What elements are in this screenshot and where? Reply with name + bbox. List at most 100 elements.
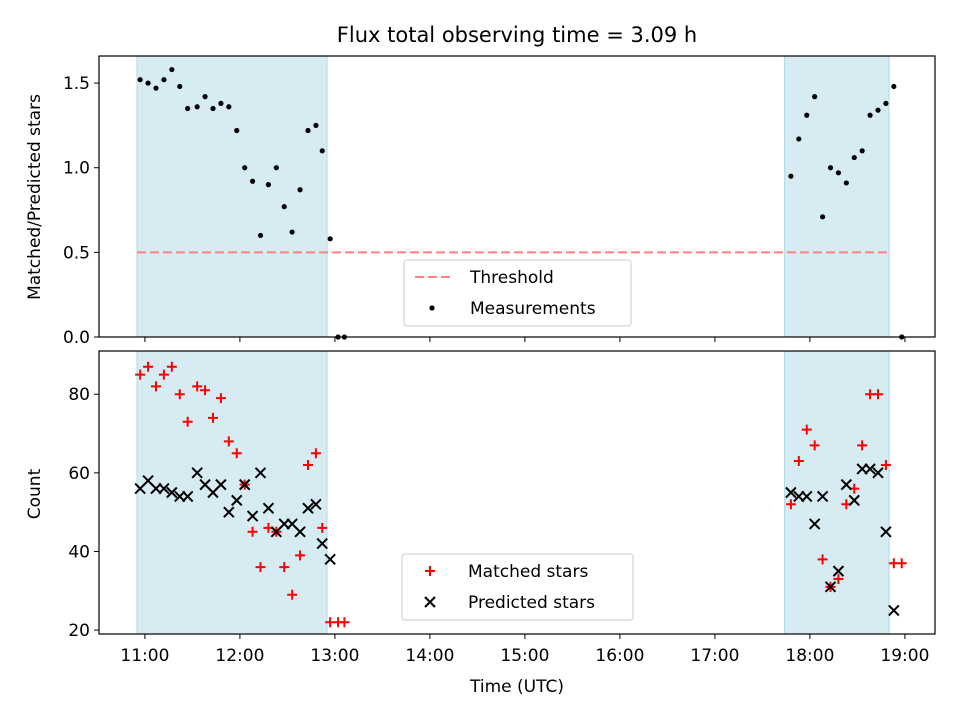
predicted-star-point — [166, 486, 178, 499]
measurement-point — [242, 165, 248, 171]
matched-star-point — [896, 558, 907, 569]
matched-star-point — [135, 369, 146, 380]
measurement-point — [169, 66, 175, 73]
measurement-point — [319, 148, 325, 154]
legend-label: Matched stars — [468, 562, 588, 582]
y-tick-label: 40 — [68, 542, 90, 562]
legend: Matched stars Predicted stars — [401, 553, 634, 621]
measurement-point — [265, 182, 272, 188]
measurement-point — [835, 170, 842, 176]
y-tick-label: 20 — [68, 621, 90, 641]
measurement-point — [804, 112, 810, 118]
predicted-star-point — [785, 486, 797, 499]
measurement-point — [249, 178, 256, 184]
predicted-star-point — [324, 553, 336, 566]
y-tick-label: 1.5 — [63, 74, 90, 94]
shaded-interval — [136, 350, 328, 635]
measurement-point — [788, 173, 794, 179]
measurement-point — [819, 214, 826, 220]
measurement-point — [257, 232, 264, 239]
y-axis-label-top: Matched/Predicted stars — [25, 94, 45, 300]
legend-label: Measurements — [470, 299, 596, 319]
matched-star-point — [231, 448, 242, 459]
x-tick-label: 16:00 — [595, 646, 644, 666]
measurement-point — [305, 127, 311, 134]
matched-star-point — [317, 522, 328, 533]
matched-star-point — [166, 361, 177, 372]
predicted-star-point — [801, 490, 813, 503]
legend-matched-swatch — [425, 566, 435, 576]
matched-star-point — [295, 550, 306, 561]
shaded-interval — [136, 55, 328, 338]
predicted-star-point — [223, 506, 235, 518]
measurement-point — [859, 148, 865, 154]
matched-star-point — [303, 459, 313, 470]
matched-star-point — [182, 416, 193, 427]
predicted-star-point — [246, 510, 259, 522]
y-tick-label: 1.0 — [63, 159, 90, 179]
matched-star-point — [200, 385, 211, 396]
measurement-point — [812, 94, 818, 100]
legend-frame — [403, 259, 632, 327]
matched-star-point — [833, 573, 844, 584]
matched-star-point — [873, 389, 883, 400]
measurement-point — [185, 105, 191, 112]
x-tick-label: 11:00 — [120, 646, 169, 666]
y-tick-label: 0.0 — [63, 328, 90, 348]
matched-star-point — [287, 589, 298, 600]
predicted-star-point — [840, 478, 853, 491]
matched-star-point — [223, 436, 234, 447]
matched-star-point — [310, 448, 321, 459]
measurement-point — [875, 107, 881, 113]
matched-star-point — [785, 499, 796, 510]
predicted-star-point — [215, 478, 227, 491]
matched-star-point — [279, 562, 290, 573]
predicted-star-point — [864, 463, 876, 475]
axes-frame — [98, 350, 936, 635]
measurement-point — [867, 112, 873, 118]
shaded-interval — [784, 55, 890, 338]
y-tick-label: 80 — [68, 385, 90, 405]
x-tick-label: 13:00 — [310, 646, 359, 666]
predicted-star-point — [832, 565, 845, 577]
predicted-star-point — [158, 482, 170, 495]
predicted-star-point — [816, 490, 829, 503]
x-tick-label: 18:00 — [785, 646, 834, 666]
predicted-star-point — [880, 526, 892, 538]
measurement-point — [210, 105, 216, 112]
x-tick-label: 17:00 — [690, 646, 739, 666]
predicted-star-point — [872, 467, 884, 479]
measurement-point — [177, 83, 183, 90]
legend-measurement-swatch — [429, 305, 435, 311]
matched-star-point — [793, 456, 804, 467]
predicted-star-point — [294, 526, 306, 538]
measurement-point — [202, 94, 208, 100]
matched-star-point — [880, 459, 891, 470]
panel-count: 20 40 60 80 11:00 12:00 13:00 14:00 15:00 16:00 17… — [68, 350, 936, 666]
axes-frame — [98, 55, 936, 338]
measurement-point — [194, 104, 200, 110]
matched-star-point — [215, 393, 226, 404]
measurement-point — [297, 187, 303, 193]
matched-star-point — [151, 381, 161, 392]
y-tick-label: 0.5 — [63, 243, 90, 263]
matched-star-point — [339, 617, 350, 628]
matched-star-point — [158, 369, 169, 380]
predicted-star-point — [848, 494, 860, 507]
predicted-star-point — [302, 502, 314, 514]
predicted-star-point — [238, 478, 251, 491]
matched-star-point — [817, 554, 828, 565]
matched-star-point — [143, 361, 154, 372]
measurement-point — [137, 77, 143, 83]
x-tick-label: 19:00 — [880, 646, 929, 666]
matched-star-point — [247, 526, 258, 537]
measurement-point — [883, 100, 889, 106]
matched-star-point — [809, 440, 820, 451]
measurement-point — [273, 165, 279, 171]
y-axis-label-bottom: Count — [25, 468, 45, 519]
chart-title: Flux total observing time = 3.09 h — [337, 23, 697, 47]
matched-star-point — [192, 381, 203, 392]
matched-star-point — [255, 562, 266, 573]
